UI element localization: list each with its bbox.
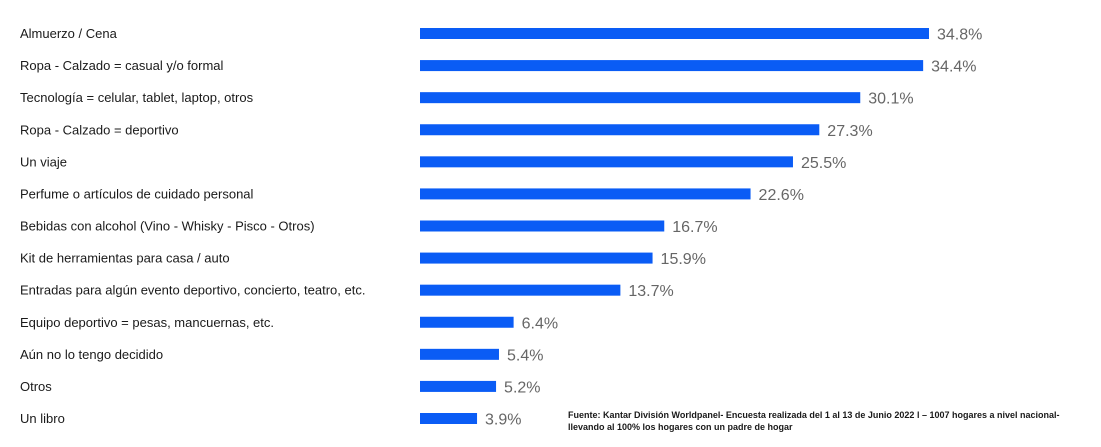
category-label: Bebidas con alcohol (Vino - Whisky - Pis…: [20, 219, 315, 234]
bar: [420, 284, 621, 296]
value-label: 16.7%: [672, 219, 717, 236]
value-label: 5.4%: [507, 347, 543, 364]
category-label: Ropa - Calzado = deportivo: [20, 122, 179, 137]
category-label: Perfume o artículos de cuidado personal: [20, 186, 254, 201]
category-label: Equipo deportivo = pesas, mancuernas, et…: [20, 315, 274, 330]
category-label: Un libro: [20, 411, 65, 426]
bar: [420, 252, 653, 264]
bar: [420, 188, 751, 200]
value-label: 5.2%: [504, 379, 540, 396]
category-label: Almuerzo / Cena: [20, 26, 118, 41]
bar: [420, 28, 929, 39]
category-label: Otros: [20, 379, 52, 394]
value-label: 27.3%: [827, 123, 872, 140]
category-label: Entradas para algún evento deportivo, co…: [20, 283, 365, 298]
value-label: 15.9%: [661, 251, 706, 268]
value-label: 34.8%: [937, 27, 982, 44]
bar: [420, 124, 820, 136]
value-label: 25.5%: [801, 155, 846, 172]
value-label: 34.4%: [931, 59, 976, 76]
category-label: Un viaje: [20, 154, 67, 169]
value-label: 30.1%: [868, 91, 913, 108]
bar: [420, 60, 924, 72]
bar: [420, 413, 478, 424]
source-footnote: Fuente: Kantar División Worldpanel- Encu…: [568, 410, 1060, 432]
bar: [420, 380, 497, 392]
bar: [420, 316, 514, 328]
category-label: Kit de herramientas para casa / auto: [20, 251, 230, 266]
value-label: 22.6%: [759, 187, 804, 204]
value-label: 13.7%: [628, 283, 673, 300]
value-label: 6.4%: [522, 315, 558, 332]
bar: [420, 220, 665, 232]
bar: [420, 92, 861, 104]
bar: [420, 348, 499, 360]
category-label: Ropa - Calzado = casual y/o formal: [20, 58, 224, 73]
value-label: 3.9%: [485, 412, 521, 429]
category-label: Aún no lo tengo decidido: [20, 347, 163, 362]
category-label: Tecnología = celular, tablet, laptop, ot…: [20, 90, 254, 105]
bar: [420, 156, 793, 168]
